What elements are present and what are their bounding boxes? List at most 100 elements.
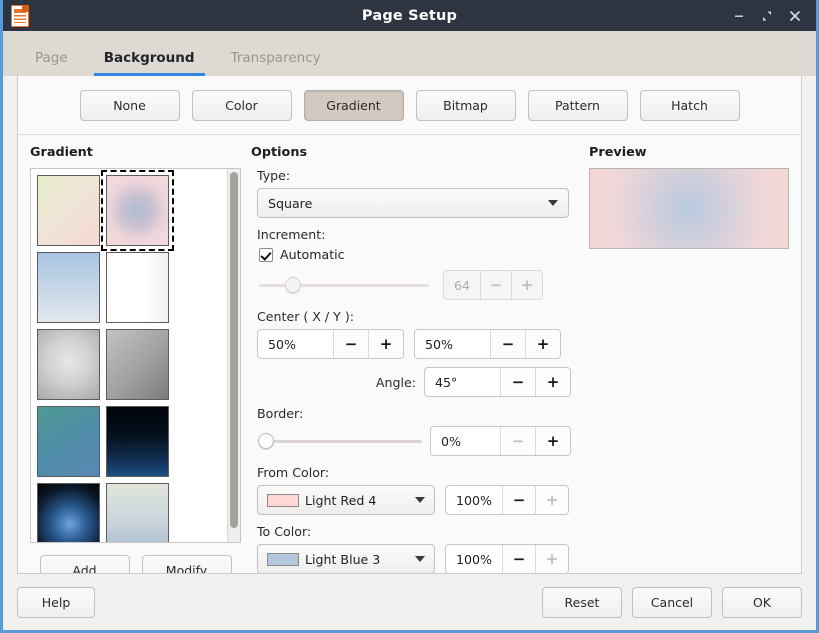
center-x-increase-button[interactable]: + [368, 330, 403, 358]
center-x-decrease-button[interactable]: − [333, 330, 368, 358]
increment-value: 64 [454, 277, 471, 293]
angle-spinner[interactable]: 45° − + [424, 367, 571, 397]
increment-decrease-button[interactable]: − [480, 271, 512, 299]
from-color-label: From Color: [257, 465, 330, 480]
angle-label: Angle: [375, 374, 416, 390]
tab-page[interactable]: Page [35, 49, 68, 66]
gradient-type-value: Square [268, 195, 313, 211]
modify-gradient-button[interactable]: Modify [141, 555, 232, 573]
from-color-intensity-value: 100% [456, 492, 493, 508]
gradient-swatch-submarine[interactable] [106, 483, 169, 542]
border-label: Border: [257, 406, 304, 421]
tab-transparency[interactable]: Transparency [230, 49, 321, 66]
scrollbar-thumb[interactable] [230, 172, 238, 528]
to-color-label: To Color: [257, 524, 312, 539]
gradient-preview [589, 168, 789, 249]
from-color-value: Light Red 4 [305, 492, 377, 508]
to-color-swatch-icon [267, 552, 299, 566]
fill-type-button-row: None Color Gradient Bitmap Pattern Hatch [18, 76, 801, 135]
fill-type-color-button[interactable]: Color [191, 90, 292, 121]
minimize-button[interactable] [732, 9, 746, 23]
type-label: Type: [257, 168, 291, 183]
center-y-increase-button[interactable]: + [525, 330, 560, 358]
increment-slider[interactable] [259, 276, 429, 294]
reset-button[interactable]: Reset [542, 586, 622, 618]
fill-type-bitmap-button[interactable]: Bitmap [415, 90, 516, 121]
increment-spinner[interactable]: 64 − + [443, 270, 543, 300]
from-color-swatch-icon [267, 493, 299, 507]
angle-increase-button[interactable]: + [535, 368, 570, 396]
border-decrease-button[interactable]: − [500, 427, 535, 455]
tab-background[interactable]: Background [86, 51, 213, 77]
gradient-list-scrollbar[interactable] [227, 169, 240, 542]
dialog-button-bar: Help Reset Cancel OK [3, 574, 816, 630]
to-color-intensity-value: 100% [456, 551, 493, 567]
ok-button[interactable]: OK [722, 586, 802, 618]
gradient-list-buttons: Add Modify [30, 555, 241, 573]
fill-type-none-button[interactable]: None [79, 90, 180, 121]
cancel-button[interactable]: Cancel [632, 586, 712, 618]
help-button[interactable]: Help [17, 586, 95, 618]
preview-section-title: Preview [589, 145, 647, 160]
to-color-intensity-spinner[interactable]: 100% − + [445, 544, 569, 573]
center-x-spinner[interactable]: 50% − + [257, 329, 404, 359]
gradient-swatch-spotted-gray[interactable] [37, 329, 100, 400]
to-intensity-increase-button[interactable]: + [535, 545, 568, 573]
center-row: 50% − + 50% − + [257, 329, 571, 359]
center-y-spinner[interactable]: 50% − + [414, 329, 561, 359]
border-value: 0% [440, 433, 461, 449]
to-color-select[interactable]: Light Blue 3 [257, 544, 435, 573]
options-section: Options Type: Square Increment: Automati… [241, 145, 571, 573]
tab-bar: Page Background Transparency [3, 31, 816, 76]
chevron-down-icon [415, 556, 425, 562]
from-color-select[interactable]: Light Red 4 [257, 485, 435, 515]
window-title: Page Setup [361, 7, 458, 24]
add-gradient-button[interactable]: Add [39, 555, 130, 573]
gradient-swatch-list[interactable] [31, 169, 227, 542]
background-tab-panel: None Color Gradient Bitmap Pattern Hatch… [17, 76, 802, 574]
from-intensity-decrease-button[interactable]: − [502, 486, 535, 514]
gradient-swatch-blank-with-gray[interactable] [106, 252, 169, 323]
center-y-decrease-button[interactable]: − [490, 330, 525, 358]
window-controls [732, 9, 816, 23]
angle-value: 45° [435, 374, 458, 390]
document-icon [11, 4, 29, 27]
angle-decrease-button[interactable]: − [500, 368, 535, 396]
center-label: Center ( X / Y ): [257, 309, 355, 324]
gradient-swatch-deep-ocean[interactable] [37, 483, 100, 542]
gradient-swatch-blue-touch[interactable] [37, 252, 100, 323]
gradient-swatch-teal-blue[interactable] [37, 406, 100, 477]
checkbox-box [259, 247, 273, 262]
fill-type-gradient-button[interactable]: Gradient [303, 90, 404, 121]
fill-type-pattern-button[interactable]: Pattern [527, 90, 628, 121]
from-intensity-increase-button[interactable]: + [535, 486, 568, 514]
from-color-intensity-spinner[interactable]: 100% − + [445, 485, 569, 515]
gradient-section: Gradient Add Modify [30, 145, 241, 573]
increment-slider-row: 64 − + [259, 270, 571, 300]
to-intensity-decrease-button[interactable]: − [502, 545, 535, 573]
automatic-increment-checkbox[interactable]: Automatic [259, 247, 571, 262]
gradient-swatch-pastel-bouquet[interactable] [37, 175, 100, 246]
border-spinner[interactable]: 0% − + [429, 426, 571, 456]
gradient-swatch-london-mist[interactable] [106, 329, 169, 400]
gradient-section-title: Gradient [30, 145, 93, 160]
fill-type-hatch-button[interactable]: Hatch [639, 90, 740, 121]
to-color-value: Light Blue 3 [305, 551, 381, 567]
maximize-button[interactable] [760, 9, 774, 23]
preview-section: Preview [571, 145, 789, 573]
from-color-row: Light Red 4 100% − + [257, 485, 571, 515]
border-slider[interactable] [258, 432, 422, 450]
gradient-swatch-midnight[interactable] [106, 406, 169, 477]
automatic-label: Automatic [280, 247, 345, 262]
title-bar: Page Setup [3, 0, 816, 31]
close-button[interactable] [788, 9, 802, 23]
gradient-swatch-pastel-dream[interactable] [101, 170, 174, 251]
gradient-type-select[interactable]: Square [257, 188, 569, 218]
gradient-swatch-frame [30, 168, 241, 543]
border-increase-button[interactable]: + [535, 427, 570, 455]
to-color-row: Light Blue 3 100% − + [257, 544, 571, 573]
chevron-down-icon [548, 200, 558, 206]
center-x-value: 50% [268, 336, 296, 352]
increment-increase-button[interactable]: + [511, 271, 542, 299]
